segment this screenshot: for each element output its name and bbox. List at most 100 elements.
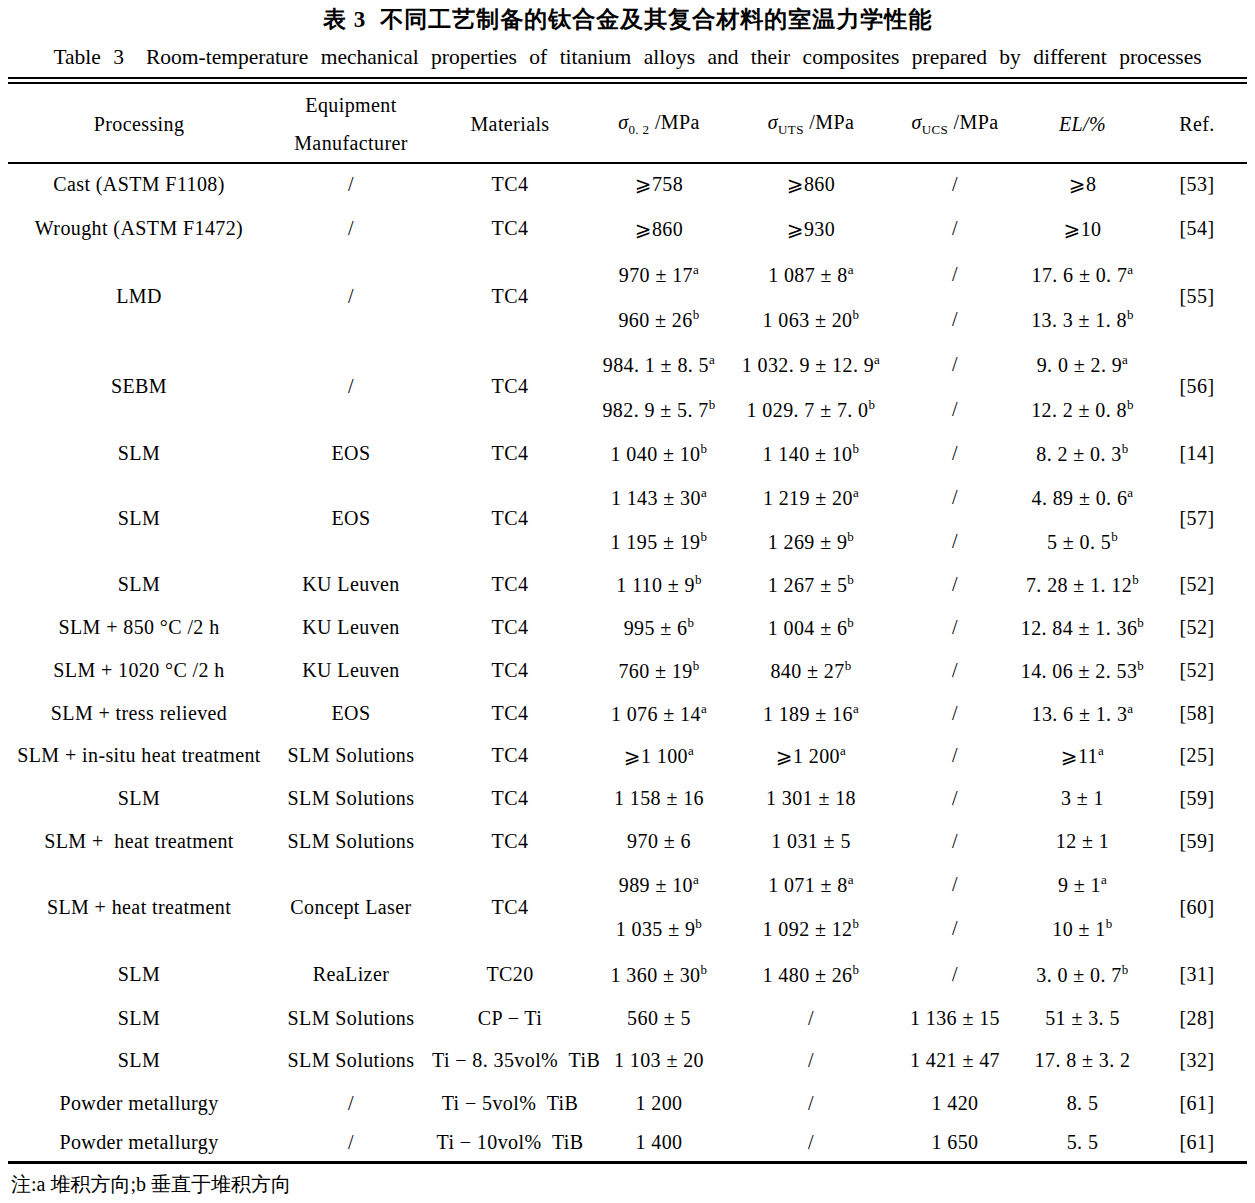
cell-reference: [57] bbox=[1147, 475, 1247, 563]
cell-reference: [52] bbox=[1147, 606, 1247, 650]
cell-sigma-uts: 1 269 ± 9b bbox=[730, 520, 892, 563]
cell-reference: [55] bbox=[1147, 252, 1247, 342]
cell-elongation: 14. 06 ± 2. 53b bbox=[1018, 649, 1147, 692]
cell-elongation: 5 ± 0. 5b bbox=[1018, 520, 1147, 563]
cell-elongation: 17. 6 ± 0. 7a bbox=[1018, 252, 1147, 297]
cell-sigma-ucs: 1 420 bbox=[892, 1082, 1018, 1124]
cell-sigma-ucs: / bbox=[892, 649, 1018, 692]
cell-manufacturer: SLM Solutions bbox=[270, 998, 432, 1040]
cell-elongation: 12. 2 ± 0. 8b bbox=[1018, 387, 1147, 432]
cell-elongation: 13. 6 ± 1. 3a bbox=[1018, 692, 1147, 734]
cell-sigma-ucs: / bbox=[892, 206, 1018, 252]
cell-materials: Ti − 10vol% TiB bbox=[432, 1124, 588, 1162]
cell-sigma02: 1 035 ± 9b bbox=[588, 906, 730, 952]
column-header-manufacturer: EquipmentManufacturer bbox=[270, 86, 432, 162]
cell-sigma02: 1 400 bbox=[588, 1124, 730, 1162]
cell-reference: [61] bbox=[1147, 1082, 1247, 1124]
cell-reference: [53] bbox=[1147, 162, 1247, 206]
cell-manufacturer: / bbox=[270, 162, 432, 206]
cell-manufacturer: KU Leuven bbox=[270, 606, 432, 650]
cell-sigma02: 1 110 ± 9b bbox=[588, 563, 730, 606]
cell-materials: TC4 bbox=[432, 734, 588, 777]
table-header: ProcessingEquipmentManufacturerMaterials… bbox=[8, 86, 1247, 162]
paper-table-page: 表 3不同工艺制备的钛合金及其复合材料的室温力学性能 Table 3 Room-t… bbox=[0, 0, 1255, 1203]
cell-processing: SLM + 1020 °C /2 h bbox=[8, 649, 270, 692]
cell-manufacturer: / bbox=[270, 206, 432, 252]
cell-processing: Powder metallurgy bbox=[8, 1082, 270, 1124]
cell-sigma-ucs: / bbox=[892, 162, 1018, 206]
cell-manufacturer: / bbox=[270, 342, 432, 432]
cell-reference: [32] bbox=[1147, 1040, 1247, 1083]
cell-reference: [14] bbox=[1147, 432, 1247, 476]
cell-sigma-ucs: / bbox=[892, 475, 1018, 520]
cell-reference: [52] bbox=[1147, 649, 1247, 692]
cell-sigma02: 982. 9 ± 5. 7b bbox=[588, 387, 730, 432]
cell-sigma02: 1 076 ± 14a bbox=[588, 692, 730, 734]
cell-reference: [58] bbox=[1147, 692, 1247, 734]
cell-materials: TC4 bbox=[432, 252, 588, 342]
cell-manufacturer: SLM Solutions bbox=[270, 1040, 432, 1083]
cell-manufacturer: EOS bbox=[270, 432, 432, 476]
cell-sigma-uts: 1 140 ± 10b bbox=[730, 432, 892, 476]
cell-elongation: 4. 89 ± 0. 6a bbox=[1018, 475, 1147, 520]
cell-processing: SLM + heat treatment bbox=[8, 863, 270, 952]
cell-materials: TC4 bbox=[432, 162, 588, 206]
cell-reference: [54] bbox=[1147, 206, 1247, 252]
cell-sigma-ucs: / bbox=[892, 952, 1018, 998]
column-header-sigma-uts: σUTS /MPa bbox=[730, 86, 892, 162]
table-row: SLMEOSTC41 143 ± 30a1 219 ± 20a/4. 89 ± … bbox=[8, 475, 1247, 520]
cell-processing: SLM bbox=[8, 952, 270, 998]
cell-elongation: 8. 2 ± 0. 3b bbox=[1018, 432, 1147, 476]
table-number-en: Table 3 bbox=[53, 45, 124, 69]
cell-reference: [61] bbox=[1147, 1124, 1247, 1162]
cell-reference: [28] bbox=[1147, 998, 1247, 1040]
cell-manufacturer: SLM Solutions bbox=[270, 820, 432, 863]
top-rule-thin bbox=[8, 82, 1247, 84]
table-title-chinese: 表 3不同工艺制备的钛合金及其复合材料的室温力学性能 bbox=[0, 4, 1255, 35]
cell-sigma02: 970 ± 17a bbox=[588, 252, 730, 297]
cell-sigma-uts: 1 301 ± 18 bbox=[730, 777, 892, 820]
cell-sigma-ucs: / bbox=[892, 906, 1018, 952]
cell-sigma-ucs: / bbox=[892, 252, 1018, 297]
table-row: Wrought (ASTM F1472)/TC4⩾860⩾930/⩾10[54] bbox=[8, 206, 1247, 252]
cell-processing: SLM bbox=[8, 432, 270, 476]
cell-sigma-uts: 1 063 ± 20b bbox=[730, 297, 892, 342]
cell-processing: SLM + heat treatment bbox=[8, 820, 270, 863]
cell-sigma-ucs: / bbox=[892, 342, 1018, 387]
cell-elongation: 17. 8 ± 3. 2 bbox=[1018, 1040, 1147, 1083]
cell-reference: [59] bbox=[1147, 820, 1247, 863]
cell-sigma-uts: 1 092 ± 12b bbox=[730, 906, 892, 952]
cell-sigma-uts: 1 004 ± 6b bbox=[730, 606, 892, 650]
cell-sigma-uts: ⩾930 bbox=[730, 206, 892, 252]
table-row: Powder metallurgy/Ti − 5vol% TiB1 200/1 … bbox=[8, 1082, 1247, 1124]
cell-sigma-ucs: / bbox=[892, 863, 1018, 907]
cell-sigma-ucs: / bbox=[892, 777, 1018, 820]
cell-reference: [25] bbox=[1147, 734, 1247, 777]
table-title-english: Table 3 Room-temperature mechanical prope… bbox=[0, 45, 1255, 70]
table-row: SLMKU LeuvenTC41 110 ± 9b1 267 ± 5b/7. 2… bbox=[8, 563, 1247, 606]
cell-sigma-ucs: / bbox=[892, 432, 1018, 476]
cell-processing: SLM bbox=[8, 777, 270, 820]
column-header-elongation: EL/% bbox=[1018, 86, 1147, 162]
cell-sigma02: ⩾860 bbox=[588, 206, 730, 252]
table-row: SLMSLM SolutionsCP − Ti560 ± 5/1 136 ± 1… bbox=[8, 998, 1247, 1040]
cell-manufacturer: SLM Solutions bbox=[270, 777, 432, 820]
column-header-reference: Ref. bbox=[1147, 86, 1247, 162]
cell-sigma02: 1 158 ± 16 bbox=[588, 777, 730, 820]
cell-materials: TC4 bbox=[432, 206, 588, 252]
cell-processing: LMD bbox=[8, 252, 270, 342]
cell-sigma-ucs: / bbox=[892, 734, 1018, 777]
cell-sigma02: 970 ± 6 bbox=[588, 820, 730, 863]
cell-materials: TC4 bbox=[432, 777, 588, 820]
cell-materials: TC20 bbox=[432, 952, 588, 998]
cell-sigma-ucs: 1 650 bbox=[892, 1124, 1018, 1162]
cell-elongation: 5. 5 bbox=[1018, 1124, 1147, 1162]
cell-processing: SLM bbox=[8, 563, 270, 606]
cell-sigma-ucs: / bbox=[892, 520, 1018, 563]
cell-reference: [52] bbox=[1147, 563, 1247, 606]
cell-sigma-ucs: 1 136 ± 15 bbox=[892, 998, 1018, 1040]
table-title-en-text: Room-temperature mechanical properties o… bbox=[146, 45, 1202, 69]
column-header-sigma-ucs: σUCS /MPa bbox=[892, 86, 1018, 162]
cell-sigma02: 1 195 ± 19b bbox=[588, 520, 730, 563]
cell-sigma02: ⩾758 bbox=[588, 162, 730, 206]
